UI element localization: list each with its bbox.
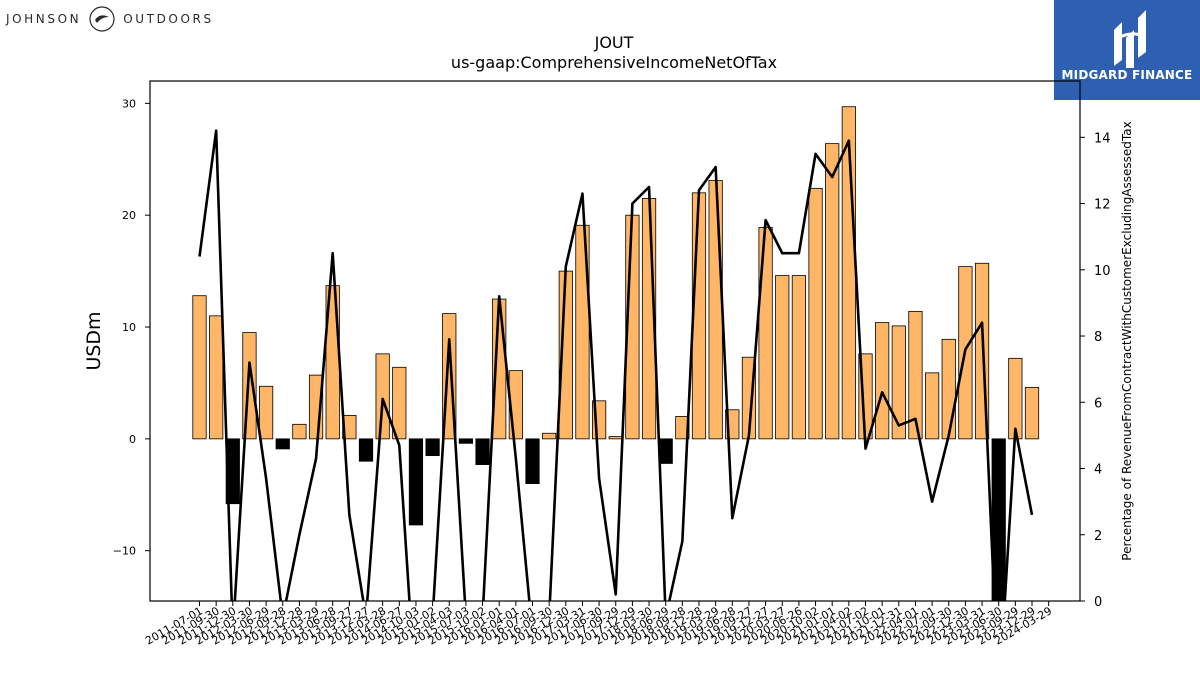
bar: [908, 310, 923, 440]
compass-emblem-icon: [89, 6, 115, 32]
y2-tick-label: 4: [1094, 463, 1102, 478]
midgard-logo-icon: [1114, 10, 1146, 68]
bar: [608, 436, 623, 440]
bar: [358, 438, 374, 462]
y-tick-label: 20: [122, 209, 136, 222]
y-tick-label: 10: [122, 321, 136, 334]
bar: [475, 438, 490, 465]
bar: [1008, 357, 1023, 440]
y-tick-label: 0: [129, 433, 136, 446]
y2-tick-label: 0: [1094, 595, 1102, 610]
bar: [875, 322, 890, 440]
bar: [825, 143, 840, 440]
bar: [1024, 387, 1040, 440]
bar: [941, 338, 956, 440]
midgard-finance-badge: MIDGARD FINANCE: [1054, 0, 1200, 100]
bar: [775, 275, 790, 440]
y2-tick-label: 2: [1094, 529, 1102, 544]
johnson-outdoors-logo: JOHNSON OUTDOORS: [6, 4, 214, 34]
bar: [758, 227, 773, 440]
y2-tick-label: 6: [1094, 396, 1102, 411]
x-axis-ticks: 2011-07-012011-09-302011-12-302012-03-30…: [143, 601, 1054, 648]
axes: [149, 80, 1081, 602]
brand-left-word: JOHNSON: [6, 12, 82, 26]
bar: [925, 372, 940, 440]
y2-tick-label: 8: [1094, 330, 1102, 345]
bar: [525, 438, 540, 484]
bar: [292, 423, 307, 440]
bar: [575, 224, 590, 440]
y2-axis-label: Percentage of RevenueFromContractWithCus…: [1120, 121, 1134, 560]
bar: [209, 315, 224, 440]
y-tick-label: −10: [113, 545, 136, 558]
bar: [425, 438, 440, 457]
bar: [708, 180, 723, 440]
bar: [375, 353, 390, 440]
bar: [791, 275, 807, 440]
bar: [458, 438, 474, 444]
y2-tick-label: 14: [1094, 131, 1111, 146]
bar: [258, 385, 274, 440]
chart-title: JOUT: [594, 33, 634, 52]
bar: [675, 416, 690, 440]
y-tick-label: 30: [122, 97, 136, 110]
bar: [408, 438, 424, 526]
y2-axis-ticks: 0 2 4 6 8 10 12 14: [1080, 131, 1111, 610]
bar: [542, 432, 557, 440]
bar: [392, 366, 407, 440]
bar-series: [192, 106, 1040, 601]
bar: [658, 438, 673, 464]
badge-name: MIDGARD FINANCE: [1061, 68, 1193, 82]
bar: [808, 187, 823, 440]
brand-right-word: OUTDOORS: [123, 12, 214, 26]
bar: [891, 325, 906, 440]
chart-subtitle: us-gaap:ComprehensiveIncomeNetOfTax: [451, 53, 777, 72]
bar: [225, 438, 240, 505]
y-axis-label: USDm: [83, 311, 105, 370]
bar: [275, 438, 290, 450]
bar: [192, 295, 207, 440]
y2-tick-label: 10: [1094, 264, 1111, 279]
y-axis-ticks: −10 0 10 20 30: [113, 97, 150, 558]
plot-frame: [149, 80, 1081, 602]
y2-tick-label: 12: [1094, 198, 1111, 213]
line-series: [198, 129, 1034, 601]
series-line: [198, 129, 1034, 601]
